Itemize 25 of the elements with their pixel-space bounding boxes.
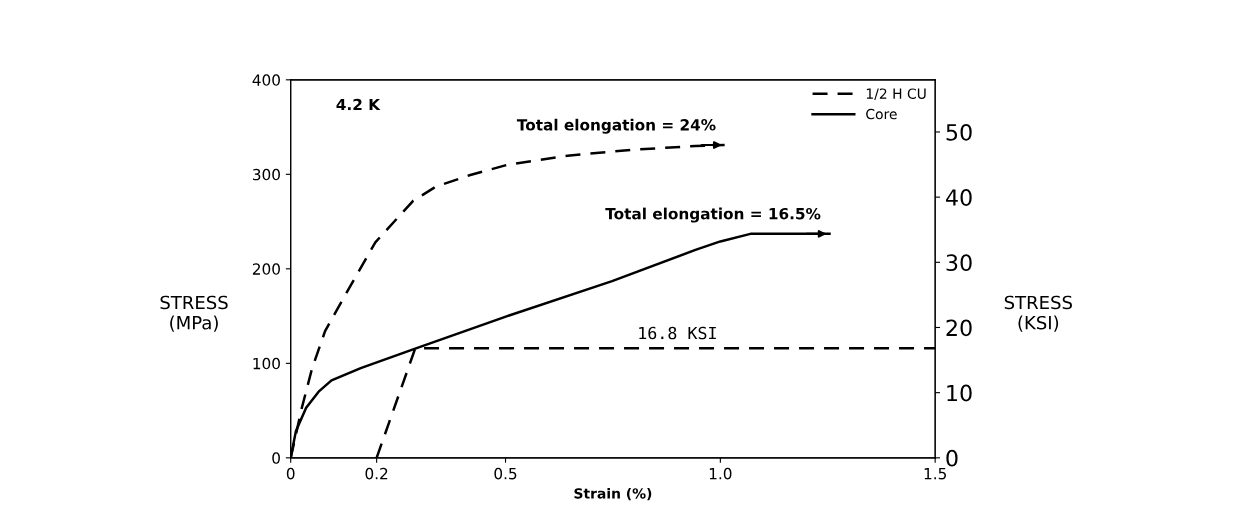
y-tick-label: 400 (252, 74, 280, 86)
x-tick-label: 1.0 (709, 467, 732, 480)
y2-tick-label: 0 (946, 449, 958, 467)
x-axis-title: Strain (%) (574, 487, 652, 501)
legend-label: Core (866, 108, 897, 120)
y2-tick-label: 10 (947, 384, 972, 402)
y2-tick-label: 20 (946, 319, 972, 337)
annotation: Total elongation = 24% (516, 118, 716, 134)
x-tick-label: 0 (286, 467, 295, 480)
y-tick-label: 300 (252, 168, 280, 181)
y2-tick-label: 50 (946, 123, 972, 141)
y-tick-label: 200 (252, 263, 280, 275)
annotation: Total elongation = 16.5% (605, 207, 821, 223)
y2-tick-label: 30 (946, 254, 972, 272)
x-tick-label: 0.5 (494, 467, 517, 480)
annotation: 16.8 KSI (639, 326, 716, 340)
x-tick-label: 0.2 (365, 467, 388, 480)
y-tick-label: 100 (253, 357, 280, 370)
y2-axis-title: STRESS (KSI) (1004, 295, 1072, 332)
y2-tick-label: 40 (945, 189, 972, 206)
y-tick-label: 0 (272, 452, 280, 464)
legend-label: 1/2 H CU (866, 88, 926, 100)
annotation: 4.2 K (336, 98, 381, 111)
y-axis-title: STRESS (MPa) (160, 295, 228, 332)
x-tick-label: 1.5 (924, 468, 946, 480)
